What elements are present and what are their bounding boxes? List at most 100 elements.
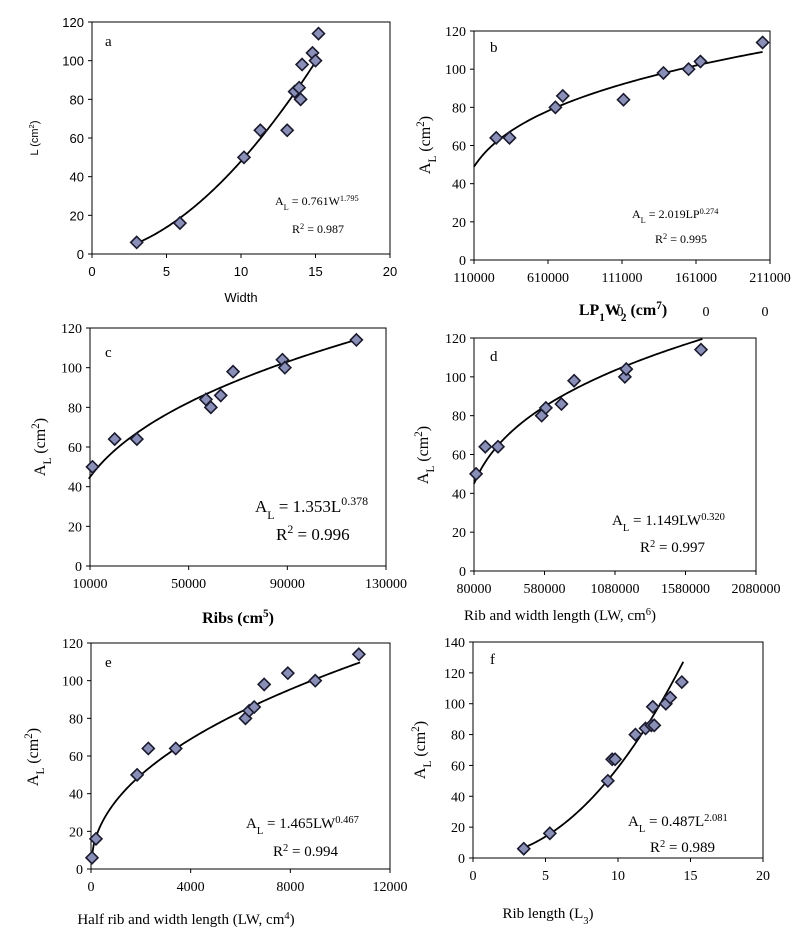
r-squared: R2 = 0.996: [276, 522, 350, 544]
data-point: [647, 718, 662, 733]
data-point: [607, 752, 623, 767]
y-tick-label: 40: [452, 178, 466, 193]
y-tick-label: 0: [459, 565, 466, 580]
y-tick-label: 60: [452, 140, 466, 155]
fit-equation: AL = 1.353L0.378: [255, 494, 368, 522]
x-tick-label: 20: [383, 264, 397, 279]
data-point: [280, 666, 295, 681]
y-tick-label: 100: [445, 63, 466, 78]
y-tick-label: 80: [452, 410, 466, 425]
data-point: [663, 690, 678, 705]
data-point: [617, 369, 633, 384]
panel-e: 0 20 40 60 80 100 120 0 4000 8000 12000 e AL = 1.465…: [62, 637, 408, 895]
y-tick-label: 80: [70, 92, 84, 107]
data-point: [308, 53, 323, 68]
y-tick-label: 60: [68, 441, 82, 456]
data-point: [538, 400, 554, 416]
y-tick-label: 60: [451, 759, 465, 774]
x-tick-label: 0: [88, 264, 95, 279]
y-tick-label: 0: [458, 852, 465, 867]
data-point: [674, 674, 689, 690]
fit-equation: AL = 1.465LW0.467: [246, 815, 359, 837]
x-axis-title: LP1W2 (cm7): [579, 300, 667, 324]
r-squared: R2 = 0.987: [292, 222, 344, 237]
x-tick-label: 15: [684, 869, 698, 884]
x-tick-label: 130000: [365, 577, 407, 592]
panel-letter: d: [490, 349, 498, 365]
data-point: [141, 741, 156, 756]
x-tick-label: 10000: [73, 577, 108, 592]
panel-b: 0 20 40 60 80 100 120 110000 610000 111000 161000 2…: [445, 25, 791, 320]
y-tick-label: 80: [452, 101, 466, 116]
x-axis-title: Width: [224, 290, 257, 305]
x-tick-label-wrap: 0: [762, 305, 769, 320]
data-point: [129, 767, 145, 782]
data-point: [755, 35, 770, 50]
x-axis-title: Ribs (cm5): [202, 608, 274, 627]
data-point: [489, 130, 504, 145]
x-tick-label: 211000: [749, 271, 790, 286]
data-point: [468, 466, 484, 482]
y-tick-label: 80: [69, 712, 83, 727]
x-tick-label: 580000: [524, 582, 566, 597]
data-point: [656, 65, 671, 81]
x-tick-label-wrap: 0: [703, 305, 710, 320]
data-point: [616, 92, 631, 107]
y-tick-label: 100: [444, 698, 465, 713]
data-point: [516, 841, 531, 856]
y-axis-title: AL (cm2): [410, 721, 434, 779]
fit-equation: AL = 0.487L2.081: [628, 813, 728, 835]
x-tick-label-wrap: 0: [617, 305, 624, 320]
y-tick-label: 0: [76, 863, 83, 878]
y-tick-label: 40: [451, 790, 465, 805]
y-tick-label: 120: [445, 25, 466, 40]
x-tick-label: 8000: [276, 880, 304, 895]
plot-frame: [472, 641, 764, 859]
data-point: [247, 699, 262, 715]
data-point: [693, 54, 708, 69]
y-tick-label: 100: [62, 675, 83, 690]
panel-d: 0 20 40 60 80 100 120 80000 580000 1080000 1580000…: [445, 332, 781, 597]
data-point: [85, 459, 100, 474]
x-axis-title: Half rib and width length (LW, cm4): [77, 911, 294, 929]
fit-curve: [88, 338, 357, 480]
y-tick-label: 20: [70, 208, 84, 223]
y-tick-label: 20: [68, 520, 82, 535]
x-axis-title: Rib length (L3): [502, 906, 593, 927]
y-tick-label: 80: [68, 401, 82, 416]
y-tick-label: 20: [451, 821, 465, 836]
panel-letter: e: [105, 655, 112, 671]
data-point: [548, 100, 563, 115]
data-point: [645, 699, 660, 714]
panel-letter: f: [490, 652, 495, 668]
y-tick-label: 120: [62, 637, 83, 652]
y-tick-label: 120: [61, 322, 82, 337]
data-point: [490, 439, 506, 454]
y-tick-label: 100: [445, 371, 466, 386]
y-tick-label: 80: [451, 729, 465, 744]
panel-a: 0 20 40 60 80 100 120 0 5 10 15 20 a AL = 0.761W1.795…: [62, 15, 397, 279]
x-tick-label: 50000: [171, 577, 206, 592]
y-tick-label: 40: [70, 170, 84, 185]
data-point: [277, 360, 292, 375]
plot-frame: [473, 337, 757, 572]
data-point: [84, 850, 100, 865]
y-tick-label: 60: [69, 750, 83, 765]
data-point: [107, 431, 122, 447]
x-tick-label: 2080000: [732, 582, 781, 597]
panel-letter: a: [105, 34, 112, 50]
x-tick-label: 1580000: [661, 582, 710, 597]
r-squared: R2 = 0.994: [273, 843, 338, 861]
data-point: [478, 439, 493, 454]
y-tick-label: 20: [452, 526, 466, 541]
x-tick-label: 610000: [527, 271, 569, 286]
data-point: [308, 673, 323, 688]
y-tick-label: 100: [62, 54, 84, 69]
y-tick-label: 120: [444, 667, 465, 682]
y-tick-label: 60: [452, 449, 466, 464]
x-tick-label: 15: [308, 264, 322, 279]
x-tick-label: 80000: [457, 582, 492, 597]
x-axis-title: Rib and width length (LW, cm6): [464, 607, 656, 625]
